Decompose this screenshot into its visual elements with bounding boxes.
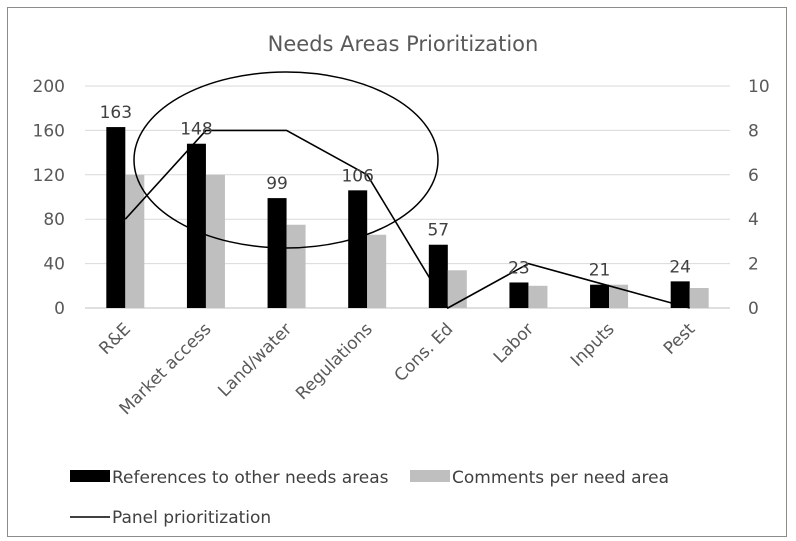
x-tick-inputs: Inputs: [567, 319, 619, 371]
bar-references-to-other-needs-areas-regulations: [348, 190, 368, 308]
data-labels: 163 148 99 106 57 23 21 24: [100, 103, 691, 281]
legend-swatch-references: [70, 470, 110, 482]
right-axis-ticks: 0 2 4 6 8 10: [748, 77, 770, 319]
y-right-tick: 4: [748, 210, 759, 230]
bar-references-to-other-needs-areas-r-e: [106, 127, 126, 308]
x-tick-labor: Labor: [490, 319, 538, 367]
bar-references-to-other-needs-areas-labor: [509, 282, 529, 308]
chart-title: Needs Areas Prioritization: [268, 32, 539, 56]
bar-references-to-other-needs-areas-pest: [670, 281, 690, 308]
x-tick-r-e: R&E: [95, 319, 134, 358]
data-label: 23: [508, 258, 530, 278]
bar-comments-per-need-area-labor: [528, 285, 548, 308]
data-label: 106: [341, 166, 373, 186]
y-left-tick: 80: [43, 210, 65, 230]
y-left-tick: 160: [33, 121, 65, 141]
left-axis-ticks: 0 40 80 120 160 200: [33, 77, 65, 319]
legend-swatch-comments: [410, 470, 450, 482]
data-label: 57: [427, 221, 449, 241]
data-label: 21: [589, 261, 611, 281]
bar-references-to-other-needs-areas-market-access: [186, 143, 206, 308]
bar-references-to-other-needs-areas-land-water: [267, 198, 287, 308]
panel-prioritization-line: [124, 129, 690, 310]
x-tick-regulations: Regulations: [292, 319, 377, 404]
bar-comments-per-need-area-regulations: [367, 234, 387, 308]
data-label: 24: [669, 257, 691, 277]
bar-references-to-other-needs-areas-inputs: [590, 284, 610, 308]
bars: [106, 127, 709, 308]
legend-label-comments: Comments per need area: [452, 468, 669, 488]
line-panel-prioritization: [124, 129, 690, 310]
y-right-tick: 0: [748, 299, 759, 319]
legend-label-references: References to other needs areas: [112, 468, 389, 488]
y-left-tick: 200: [33, 77, 65, 97]
y-right-tick: 10: [748, 77, 770, 97]
bar-comments-per-need-area-land-water: [286, 224, 306, 308]
data-label: 163: [100, 103, 132, 123]
bar-comments-per-need-area-cons-ed: [447, 270, 467, 308]
bar-comments-per-need-area-market-access: [205, 174, 225, 308]
y-right-tick: 6: [748, 166, 759, 186]
data-label: 99: [266, 174, 288, 194]
y-right-tick: 8: [748, 121, 759, 141]
y-left-tick: 120: [33, 166, 65, 186]
x-tick-pest: Pest: [660, 319, 700, 359]
legend-label-panel: Panel prioritization: [112, 508, 271, 528]
bar-comments-per-need-area-pest: [689, 288, 709, 308]
bar-references-to-other-needs-areas-cons-ed: [428, 244, 448, 308]
y-left-tick: 0: [54, 299, 65, 319]
x-tick-land-water: Land/water: [214, 319, 296, 401]
y-right-tick: 2: [748, 255, 759, 275]
y-left-tick: 40: [43, 255, 65, 275]
x-tick-cons-ed: Cons. Ed: [391, 319, 458, 386]
bar-comments-per-need-area-r-e: [125, 174, 145, 308]
legend: References to other needs areas Comments …: [70, 468, 669, 528]
highlight-ellipse: [133, 71, 439, 249]
data-label: 148: [180, 120, 212, 140]
